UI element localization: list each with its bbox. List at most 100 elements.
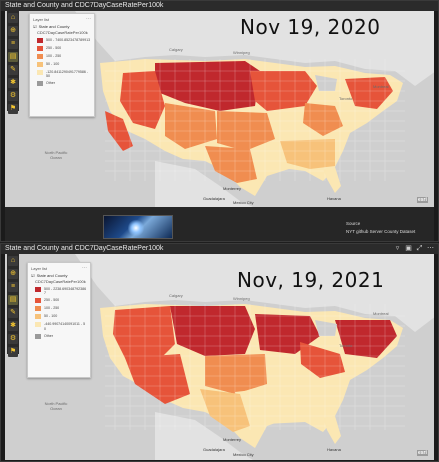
legend-class-row: 100 - 250 xyxy=(37,54,91,59)
legend-panel: Layer list ⋯ ☑ State and County CDC7DayC… xyxy=(27,262,91,378)
map-label-toronto: Toronto xyxy=(339,343,353,348)
legend-swatch xyxy=(35,333,41,339)
legend-swatch xyxy=(37,54,43,59)
source-footer: Source NYT github Server County Dataset xyxy=(5,207,434,241)
filter-icon[interactable]: ▿ xyxy=(395,245,400,252)
checkbox-icon[interactable]: ☑ xyxy=(33,24,37,29)
map-label-montreal: Montreal xyxy=(373,311,389,316)
legend-class-row: Other xyxy=(37,81,91,87)
panel-title-bar: State and County and CDC7DayCaseRatePer1… xyxy=(1,1,438,11)
legend-icon[interactable]: ▤ xyxy=(8,295,18,305)
legend-class-label: 50 - 100 xyxy=(46,62,60,66)
layers-icon[interactable]: ▣ xyxy=(405,245,412,252)
legend-swatch xyxy=(35,298,41,304)
map-label-guadalajara: Guadalajara xyxy=(203,447,225,452)
legend-class-row: 50 - 100 xyxy=(37,62,91,67)
legend-field-name: CDC7DayCaseRatePer100k xyxy=(37,30,88,35)
land-mexico xyxy=(155,412,253,460)
map-canvas[interactable] xyxy=(5,254,434,460)
legend-swatch xyxy=(37,38,43,43)
map-label-mexico-city: Mexico City xyxy=(233,452,254,457)
panel-title: State and County and CDC7DayCaseRatePer1… xyxy=(5,2,164,9)
map-label-winnipeg: Winnipeg xyxy=(233,296,250,301)
zoom-icon[interactable]: ⊕ xyxy=(8,269,18,279)
map-label-monterrey: Monterrey xyxy=(223,437,242,442)
legend-class-row: 500 - 2238.6903487923867 xyxy=(35,287,87,295)
map-view[interactable]: Nov, 19, 2021 Calgary Winnipeg Toronto M… xyxy=(5,254,434,460)
edit-icon[interactable]: ✎ xyxy=(8,308,18,318)
home-icon[interactable]: ⌂ xyxy=(8,13,18,23)
date-label: Nov 19, 2020 xyxy=(240,15,381,39)
mid-rockies xyxy=(165,103,217,149)
land-mexico xyxy=(155,161,253,207)
legend-class-label: -440.99074140091011 - 50 xyxy=(44,322,86,331)
legend-header-label: Layer list xyxy=(31,265,48,271)
hot-northwest xyxy=(113,306,175,364)
map-label-winnipeg: Winnipeg xyxy=(233,50,250,55)
esri-logo: esri xyxy=(417,450,428,456)
map-label-havana: Havana xyxy=(327,447,341,452)
legend-class-row: -120.8411290491779586 - 50 xyxy=(37,70,91,78)
land-canada xyxy=(75,11,434,86)
zoom-icon[interactable]: ⊕ xyxy=(8,26,18,36)
legend-class-label: -120.8411290491779586 - 50 xyxy=(46,70,89,79)
legend-swatch xyxy=(35,322,41,328)
settings-icon[interactable]: ✱ xyxy=(8,321,18,331)
list-icon[interactable]: ≡ xyxy=(8,39,18,49)
map-view[interactable]: Nov 19, 2020 Calgary Winnipeg Toronto Mo… xyxy=(5,11,434,207)
edit-icon[interactable]: ✎ xyxy=(8,65,18,75)
northeast xyxy=(335,320,397,358)
checkbox-icon[interactable]: ☑ xyxy=(31,273,35,278)
legend-header: Layer list ⋯ xyxy=(33,16,91,22)
mid-central xyxy=(205,354,267,394)
map-label-monterrey: Monterrey xyxy=(223,186,242,191)
great-lakes xyxy=(315,75,337,91)
legend-layer[interactable]: ☑ State and County xyxy=(31,273,87,278)
map-label-havana: Havana xyxy=(327,196,341,201)
legend-class-label: 100 - 250 xyxy=(44,306,60,311)
settings-icon[interactable]: ✱ xyxy=(8,78,18,88)
bookmark-icon[interactable]: ⚑ xyxy=(8,104,18,114)
legend-class-row: 50 - 100 xyxy=(35,314,87,320)
legend-header: Layer list ⋯ xyxy=(31,265,87,271)
legend-layer-name: State and County xyxy=(36,273,68,278)
map-label-montreal: Montreal xyxy=(373,84,389,89)
map-label-calgary: Calgary xyxy=(169,293,183,298)
home-icon[interactable]: ⌂ xyxy=(8,256,18,266)
map-label-ocean: North Pacific Ocean xyxy=(44,401,68,411)
map-toolbar: ⌂ ⊕ ≡ ▤ ✎ ✱ ⚙ ⚑ xyxy=(7,11,19,114)
legend-swatch xyxy=(37,46,43,51)
list-icon[interactable]: ≡ xyxy=(8,282,18,292)
land-canada xyxy=(75,254,434,332)
legend-menu-icon[interactable]: ⋯ xyxy=(86,16,91,22)
more-icon[interactable]: ⋯ xyxy=(427,245,434,252)
legend-panel: Layer list ⋯ ☑ State and County CDC7DayC… xyxy=(29,13,95,117)
light-texas xyxy=(200,389,250,432)
legend-swatch xyxy=(37,70,43,75)
bookmark-icon[interactable]: ⚑ xyxy=(8,347,18,357)
legend-layer[interactable]: ☑ State and County xyxy=(33,24,91,29)
legend-class-label: 100 - 250 xyxy=(46,54,62,58)
legend-menu-icon[interactable]: ⋯ xyxy=(82,265,87,271)
date-label: Nov, 19, 2021 xyxy=(237,268,385,292)
panel-title: State and County and CDC7DayCaseRatePer1… xyxy=(5,245,164,252)
gear-icon[interactable]: ⚙ xyxy=(8,91,18,101)
legend-swatch xyxy=(37,62,43,67)
florida xyxy=(323,167,341,193)
legend-class-label: 500 - 2238.6903487923867 xyxy=(44,287,87,296)
thumbnail-image xyxy=(103,215,173,239)
legend-icon[interactable]: ▤ xyxy=(8,52,18,62)
source-title: Source xyxy=(346,221,361,226)
expand-icon[interactable]: ⤢ xyxy=(416,245,423,252)
legend-swatch xyxy=(35,306,41,312)
legend-header-label: Layer list xyxy=(33,16,50,22)
esri-logo: esri xyxy=(417,197,428,203)
legend-class-row: 500 - 7400.8523478789913 xyxy=(37,38,91,43)
map-panel-2020: State and County and CDC7DayCaseRatePer1… xyxy=(0,0,439,242)
gear-icon[interactable]: ⚙ xyxy=(8,334,18,344)
map-canvas[interactable] xyxy=(5,11,434,207)
hot-north-plains xyxy=(170,306,255,356)
map-panel-2021: State and County and CDC7DayCaseRatePer1… xyxy=(0,243,439,462)
legend-class-label: Other xyxy=(44,333,53,338)
title-bar-icons: ▿ ▣ ⤢ ⋯ xyxy=(394,245,434,252)
